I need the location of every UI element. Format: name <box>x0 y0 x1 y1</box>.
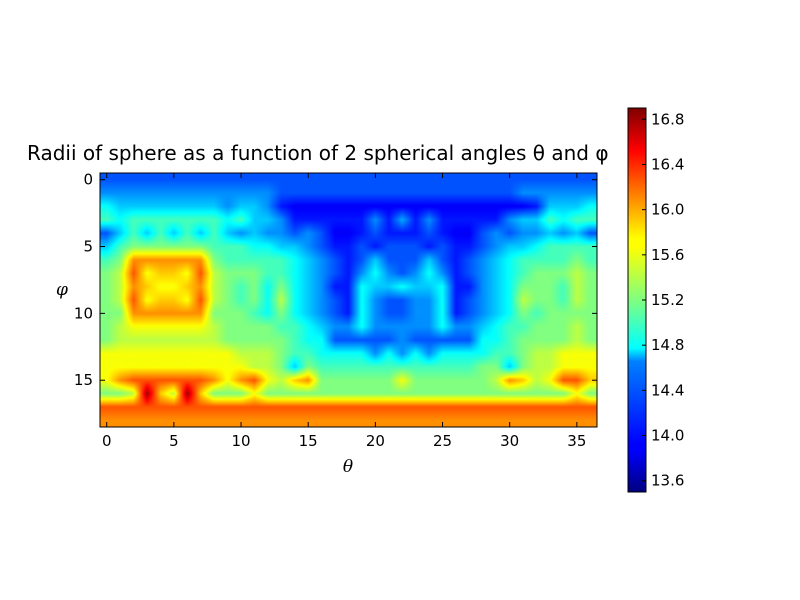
colorbar-tick-label: 14.8 <box>651 336 684 354</box>
y-tick-label: 10 <box>74 304 93 322</box>
colorbar-tick-label: 16.8 <box>651 110 684 128</box>
chart-title: Radii of sphere as a function of 2 spher… <box>27 141 609 165</box>
x-tick-label: 10 <box>231 432 250 450</box>
colorbar-tick-label: 14.4 <box>651 381 684 399</box>
colorbar-tick-label: 13.6 <box>651 472 684 490</box>
x-tick-label: 20 <box>366 432 385 450</box>
colorbar-tick-label: 16.4 <box>651 155 684 173</box>
colorbar-tick-label: 14.0 <box>651 427 684 445</box>
y-tick-label: 15 <box>74 371 93 389</box>
heatmap <box>100 173 597 427</box>
x-tick-label: 30 <box>500 432 519 450</box>
x-tick-label: 0 <box>102 432 112 450</box>
colorbar-axis: 13.6 14.0 14.4 14.8 15.2 15.6 16.0 16.4 16.8 <box>642 110 684 490</box>
colorbar-tick-label: 16.0 <box>651 201 684 219</box>
x-axis-label: θ <box>343 457 353 477</box>
colorbar-tick-label: 15.6 <box>651 246 684 264</box>
y-axis: 0 5 10 15 <box>74 171 597 389</box>
x-tick-label: 5 <box>169 432 179 450</box>
y-tick-label: 0 <box>83 171 93 189</box>
x-tick-label: 15 <box>299 432 318 450</box>
y-axis-label: φ <box>56 280 68 300</box>
x-axis: 0 5 10 15 20 25 30 35 <box>102 173 586 450</box>
y-tick-label: 5 <box>83 238 93 256</box>
x-tick-label: 35 <box>567 432 586 450</box>
x-tick-label: 25 <box>433 432 452 450</box>
colorbar-tick-label: 15.2 <box>651 291 684 309</box>
plot-frame <box>99 172 598 428</box>
